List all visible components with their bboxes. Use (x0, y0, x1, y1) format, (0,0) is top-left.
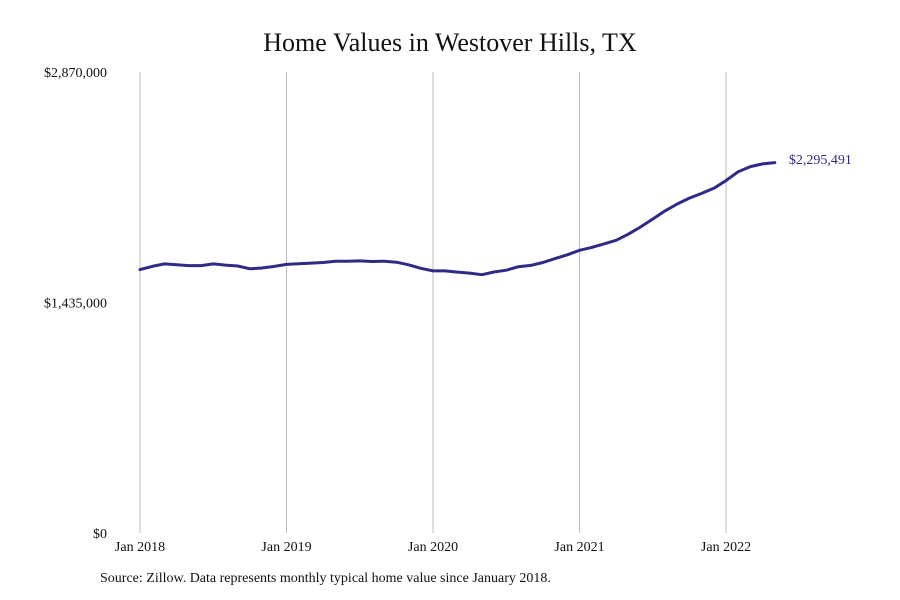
chart-title: Home Values in Westover Hills, TX (263, 28, 637, 57)
x-tick-label: Jan 2019 (261, 540, 311, 555)
y-axis-ticks: $0 $1,435,000 $2,870,000 (44, 66, 107, 542)
grid-lines (139, 72, 727, 533)
y-tick-label: $2,870,000 (44, 66, 107, 81)
source-note: Source: Zillow. Data represents monthly … (100, 571, 551, 586)
y-tick-label: $0 (93, 527, 107, 542)
x-axis-ticks: Jan 2018 Jan 2019 Jan 2020 Jan 2021 Jan 2022 (115, 540, 751, 555)
data-labels: $2,295,491 (789, 153, 852, 168)
x-tick-label: Jan 2021 (554, 540, 604, 555)
series-line (138, 161, 777, 277)
end-value-label: $2,295,491 (789, 153, 852, 168)
y-tick-label: $1,435,000 (44, 297, 107, 312)
x-tick-label: Jan 2020 (408, 540, 458, 555)
series-group (138, 161, 777, 277)
x-tick-label: Jan 2018 (115, 540, 165, 555)
x-tick-label: Jan 2022 (701, 540, 751, 555)
